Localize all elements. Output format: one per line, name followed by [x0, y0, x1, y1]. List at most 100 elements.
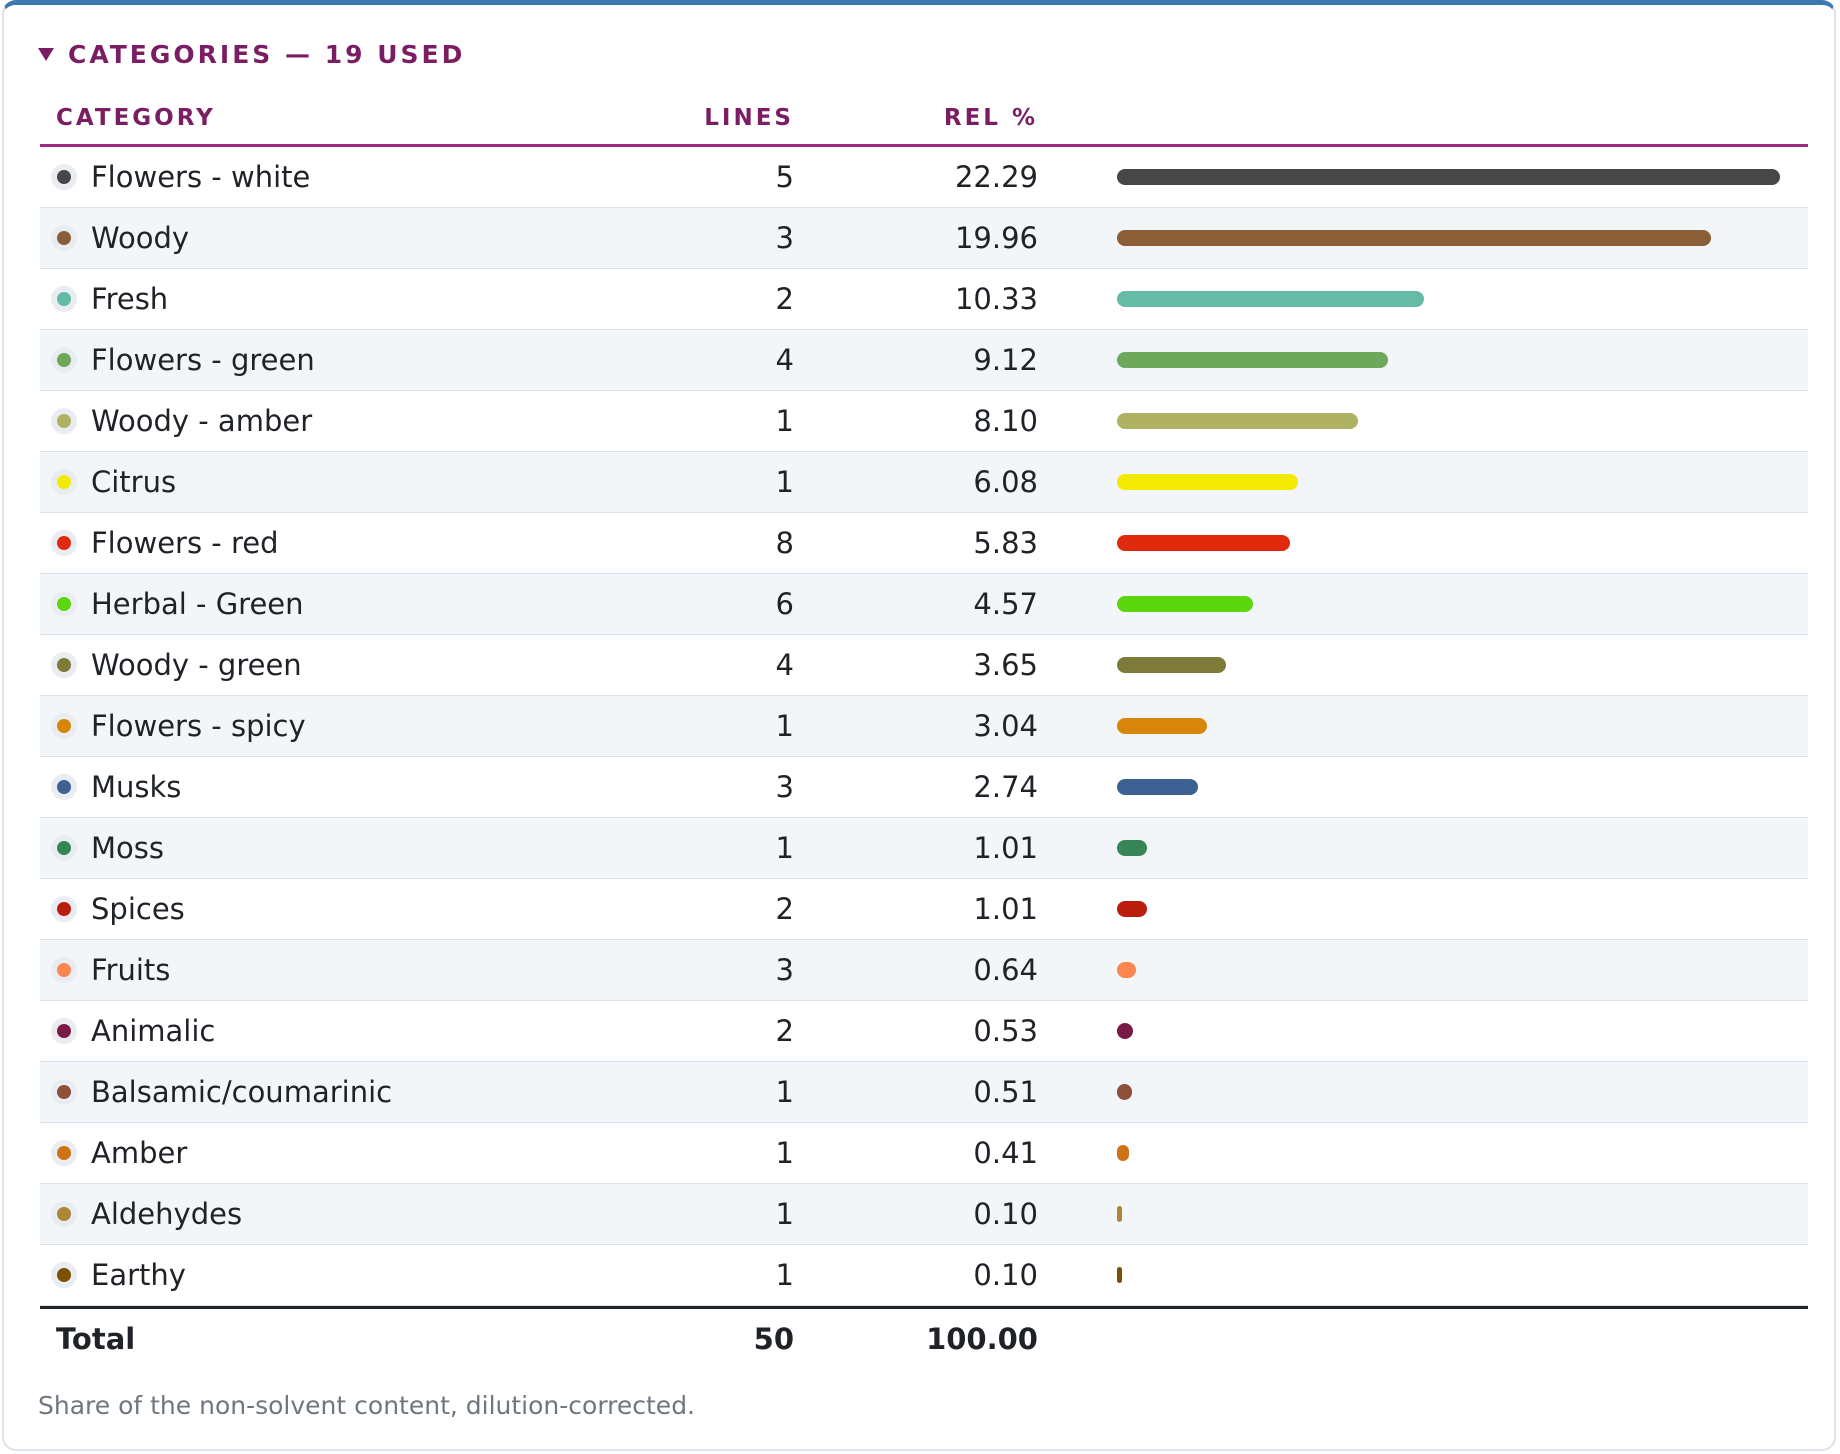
table-row[interactable]: Woody - green 4 3.65 — [40, 635, 1808, 696]
lines-count: 3 — [775, 770, 794, 804]
rel-percent: 5.83 — [973, 526, 1038, 560]
category-color-dot-icon — [51, 957, 77, 983]
table-row[interactable]: Flowers - green 4 9.12 — [40, 330, 1808, 391]
table-row[interactable]: Flowers - spicy 1 3.04 — [40, 696, 1808, 757]
category-name: Flowers - spicy — [91, 709, 306, 743]
total-lines: 50 — [753, 1322, 794, 1356]
rel-percent: 9.12 — [973, 343, 1038, 377]
rel-percent: 0.10 — [973, 1258, 1038, 1292]
color-swatch — [57, 292, 71, 306]
rel-percent: 0.10 — [973, 1197, 1038, 1231]
share-bar — [1117, 1084, 1132, 1100]
lines-count: 1 — [775, 1197, 794, 1231]
lines-count: 5 — [775, 160, 794, 194]
total-row: Total 50 100.00 — [40, 1306, 1808, 1368]
table-row[interactable]: Herbal - Green 6 4.57 — [40, 574, 1808, 635]
rel-percent: 6.08 — [973, 465, 1038, 499]
section-title: CATEGORIES — 19 USED — [68, 39, 466, 69]
share-bar — [1117, 718, 1207, 734]
rel-percent: 19.96 — [954, 221, 1038, 255]
share-bar — [1117, 596, 1253, 612]
footnote: Share of the non-solvent content, diluti… — [38, 1391, 696, 1420]
categories-table: CATEGORY LINES REL % Flowers - white 5 2 2.… — [40, 91, 1808, 1368]
share-bar-track — [1117, 474, 1795, 490]
rel-percent: 0.51 — [973, 1075, 1038, 1109]
category-name: Herbal - Green — [91, 587, 304, 621]
category-color-dot-icon — [51, 835, 77, 861]
lines-count: 1 — [775, 831, 794, 865]
share-bar — [1117, 352, 1388, 368]
rel-percent: 3.04 — [973, 709, 1038, 743]
category-name: Woody — [91, 221, 190, 255]
share-bar — [1117, 962, 1136, 978]
table-row[interactable]: Spices 2 1.01 — [40, 879, 1808, 940]
column-header-rel[interactable]: REL % — [943, 105, 1038, 131]
color-swatch — [57, 902, 71, 916]
rel-percent: 1.01 — [973, 892, 1038, 926]
color-swatch — [57, 1024, 71, 1038]
lines-count: 8 — [775, 526, 794, 560]
color-swatch — [57, 841, 71, 855]
table-row[interactable]: Balsamic/coumarinic 1 0.51 — [40, 1062, 1808, 1123]
lines-count: 1 — [775, 1136, 794, 1170]
color-swatch — [57, 780, 71, 794]
table-row[interactable]: Woody - amber 1 8.10 — [40, 391, 1808, 452]
table-row[interactable]: Fresh 2 10.33 — [40, 269, 1808, 330]
category-color-dot-icon — [51, 1079, 77, 1105]
table-row[interactable]: Earthy 1 0.10 — [40, 1245, 1808, 1306]
table-row[interactable]: Musks 3 2.74 — [40, 757, 1808, 818]
category-color-dot-icon — [51, 1140, 77, 1166]
share-bar-track — [1117, 1145, 1795, 1161]
category-name: Woody - green — [91, 648, 302, 682]
category-name: Woody - amber — [91, 404, 313, 438]
category-name: Animalic — [91, 1014, 216, 1048]
table-row[interactable]: Aldehydes 1 0.10 — [40, 1184, 1808, 1245]
categories-section-toggle[interactable]: CATEGORIES — 19 USED — [38, 39, 465, 69]
share-bar-track — [1117, 535, 1795, 551]
category-name: Flowers - white — [91, 160, 311, 194]
table-row[interactable]: Woody 3 19.96 — [40, 208, 1808, 269]
color-swatch — [57, 963, 71, 977]
lines-count: 2 — [775, 282, 794, 316]
column-header-category[interactable]: CATEGORY — [56, 105, 216, 131]
share-bar — [1117, 657, 1226, 673]
table-row[interactable]: Flowers - red 8 5.83 — [40, 513, 1808, 574]
color-swatch — [57, 1146, 71, 1160]
rel-percent: 0.64 — [973, 953, 1038, 987]
table-row[interactable]: Fruits 3 0.64 — [40, 940, 1808, 1001]
color-swatch — [57, 231, 71, 245]
table-row[interactable]: Animalic 2 0.53 — [40, 1001, 1808, 1062]
share-bar — [1117, 1206, 1122, 1222]
share-bar — [1117, 535, 1290, 551]
table-row[interactable]: Amber 1 0.41 — [40, 1123, 1808, 1184]
category-name: Balsamic/coumarinic — [91, 1075, 393, 1109]
share-bar-track — [1117, 1206, 1795, 1222]
caret-down-icon — [38, 47, 54, 61]
rel-percent: 3.65 — [973, 648, 1038, 682]
lines-count: 1 — [775, 1258, 794, 1292]
category-name: Aldehydes — [91, 1197, 243, 1231]
category-color-dot-icon — [51, 774, 77, 800]
category-name: Moss — [91, 831, 164, 865]
share-bar-track — [1117, 230, 1795, 246]
lines-count: 2 — [775, 892, 794, 926]
table-row[interactable]: Citrus 1 6.08 — [40, 452, 1808, 513]
category-name: Citrus — [91, 465, 177, 499]
color-swatch — [57, 719, 71, 733]
color-swatch — [57, 353, 71, 367]
table-row[interactable]: Moss 1 1.01 — [40, 818, 1808, 879]
column-header-lines[interactable]: LINES — [704, 105, 794, 131]
rel-percent: 0.41 — [973, 1136, 1038, 1170]
total-label: Total — [56, 1322, 136, 1356]
table-row[interactable]: Flowers - white 5 22.29 — [40, 147, 1808, 208]
rel-percent: 2.74 — [973, 770, 1038, 804]
category-color-dot-icon — [51, 347, 77, 373]
share-bar-track — [1117, 596, 1795, 612]
rel-percent: 10.33 — [954, 282, 1038, 316]
share-bar — [1117, 474, 1298, 490]
lines-count: 6 — [775, 587, 794, 621]
share-bar-track — [1117, 1023, 1795, 1039]
share-bar-track — [1117, 779, 1795, 795]
category-color-dot-icon — [51, 286, 77, 312]
